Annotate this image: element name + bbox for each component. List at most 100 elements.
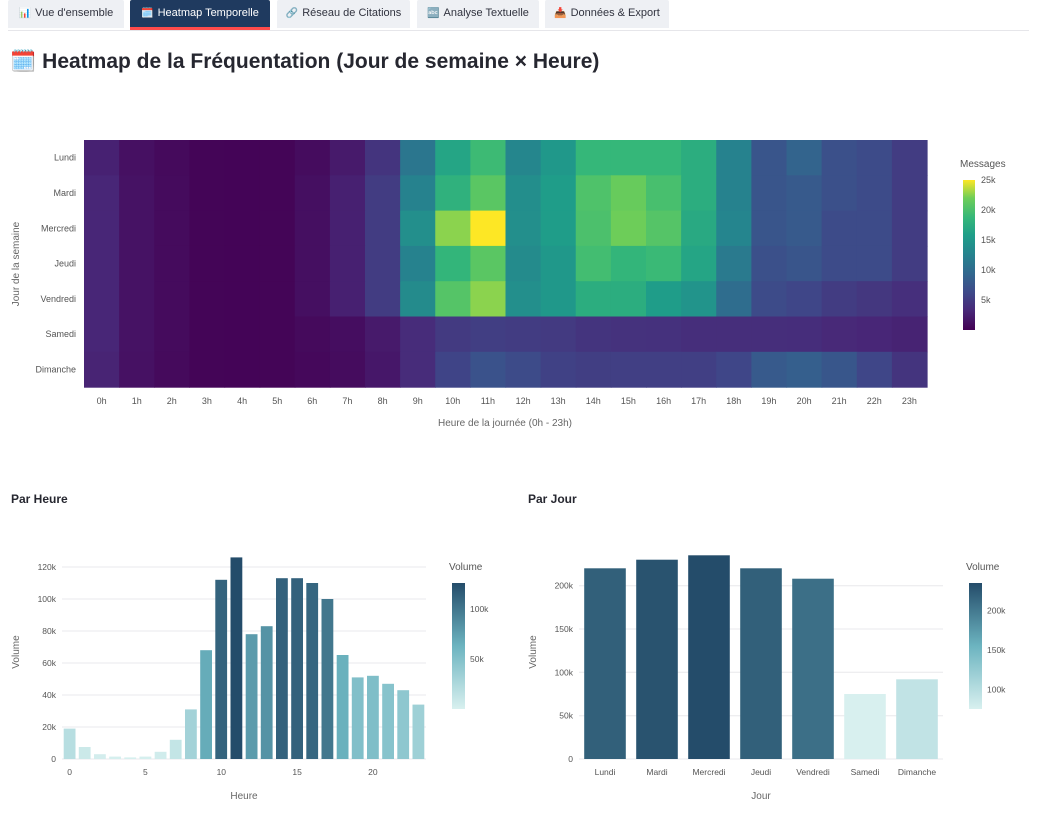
heatmap-cell (154, 210, 190, 247)
heatmap-y-tick-labels: Lundi Mardi Mercredi Jeudi Vendredi Samedi Dim… (35, 153, 76, 375)
y-tick-label: 200k (555, 581, 574, 591)
heatmap-cell (610, 140, 647, 176)
tab-donnees-export[interactable]: 📥 Données & Export (545, 0, 669, 28)
heatmap-cell (365, 316, 401, 353)
heatmap-y-tick-label: Mardi (53, 188, 76, 198)
heatmap-cell (540, 316, 577, 353)
bar (245, 634, 258, 759)
heatmap-cell (646, 245, 682, 282)
heatmap-colorbar-title: Messages (960, 159, 1006, 170)
heatmap-cell (435, 210, 471, 247)
heatmap-cell (681, 281, 717, 318)
heatmap-colorbar-ticks: 5k 10k 15k 20k 25k (981, 175, 996, 305)
x-tick-label: 20 (368, 767, 378, 777)
heatmap-x-tick-label: 21h (832, 396, 847, 406)
heatmap-cell (575, 316, 612, 353)
heatmap-cell (154, 281, 190, 318)
heatmap-cells (84, 140, 928, 388)
day-chart-x-tick-labels: Lundi Mardi Mercredi Jeudi Vendredi Samedi Dim… (595, 767, 937, 777)
heatmap-cell (329, 175, 366, 212)
heatmap-x-tick-label: 19h (761, 396, 776, 406)
heatmap-cell (259, 281, 296, 318)
heatmap-cell (154, 316, 190, 353)
tab-label: Heatmap Temporelle (157, 7, 259, 19)
heatmap-cell (786, 210, 823, 247)
heatmap-chart[interactable]: Lundi Mardi Mercredi Jeudi Vendredi Samedi Dim… (0, 130, 1053, 440)
tab-vue-ensemble[interactable]: 📊 Vue d'ensemble (8, 0, 124, 28)
bar (306, 583, 319, 759)
heatmap-cell (821, 245, 858, 282)
heatmap-cell (84, 175, 120, 212)
heatmap-cell (435, 175, 471, 212)
heatmap-cell (189, 245, 226, 282)
y-tick-label: 40k (42, 690, 56, 700)
x-tick-label: 10 (217, 767, 227, 777)
heatmap-x-tick-label: 8h (378, 396, 388, 406)
heatmap-colorbar-tick-label: 25k (981, 175, 996, 185)
bar (230, 557, 243, 759)
heatmap-cell (329, 351, 366, 388)
heatmap-cell (189, 140, 226, 176)
heatmap-cell (646, 281, 682, 318)
heatmap-y-tick-label: Samedi (45, 329, 76, 339)
heatmap-cell (259, 316, 296, 353)
bar (321, 599, 334, 759)
bar (636, 559, 678, 759)
heatmap-cell (505, 175, 542, 212)
tab-analyse-textuelle[interactable]: 🔤 Analyse Textuelle (417, 0, 539, 28)
heatmap-cell (365, 351, 401, 388)
heatmap-colorbar-tick-label: 10k (981, 265, 996, 275)
heatmap-cell (154, 175, 190, 212)
hour-chart-colorbar (452, 583, 465, 709)
heatmap-cell (681, 245, 717, 282)
heatmap-cell (505, 245, 542, 282)
y-tick-label: 100k (38, 594, 57, 604)
heatmap-cell (329, 245, 366, 282)
heatmap-cell (891, 351, 928, 388)
heatmap-cell (891, 175, 928, 212)
heatmap-cell (716, 316, 752, 353)
y-tick-label: 20k (42, 722, 56, 732)
tab-heatmap-temporelle[interactable]: 🗓️ Heatmap Temporelle (130, 0, 270, 30)
heatmap-cell (294, 281, 331, 318)
x-tick-label: Samedi (851, 767, 880, 777)
heatmap-cell (224, 281, 261, 318)
heatmap-cell (681, 316, 717, 353)
heatmap-cell (681, 175, 717, 212)
heatmap-cell (259, 351, 296, 388)
heatmap-cell (786, 351, 823, 388)
day-bar-chart[interactable]: 0 50k 100k 150k 200k Lundi Mardi Mercredi Jeudi… (517, 540, 1047, 820)
page-title: 🗓️ Heatmap de la Fréquentation (Jour de s… (10, 50, 599, 74)
bar-chart-icon: 📊 (18, 8, 32, 19)
heatmap-cell (891, 140, 928, 176)
colorbar-tick-label: 150k (987, 645, 1006, 655)
heatmap-cell (294, 140, 331, 176)
heatmap-x-tick-label: 10h (445, 396, 460, 406)
heatmap-cell (189, 316, 226, 353)
bar (139, 756, 152, 759)
heatmap-cell (470, 140, 507, 176)
heatmap-cell (189, 351, 226, 388)
day-chart-colorbar (969, 583, 982, 709)
tab-reseau-citations[interactable]: 🔗 Réseau de Citations (277, 0, 410, 28)
heatmap-cell (224, 351, 261, 388)
hour-chart-x-tick-labels: 0 5 10 15 20 (67, 767, 378, 777)
hour-chart-gridlines (62, 566, 426, 760)
heatmap-cell (786, 281, 823, 318)
abc-icon: 🔤 (427, 8, 440, 19)
heatmap-cell (610, 210, 647, 247)
heatmap-cell (259, 175, 296, 212)
bar (336, 655, 349, 759)
heatmap-cell (681, 210, 717, 247)
heatmap-cell (119, 281, 155, 318)
heatmap-cell (786, 175, 823, 212)
x-tick-label: 0 (67, 767, 72, 777)
heatmap-cell (856, 140, 893, 176)
heatmap-cell (224, 316, 261, 353)
hour-bar-chart[interactable]: 0 20k 40k 60k 80k 100k 120k 0 5 10 15 20 Volume He… (0, 540, 520, 820)
bar (792, 578, 834, 759)
day-chart-y-axis-label: Volume (528, 635, 539, 669)
section-title-par-heure: Par Heure (11, 492, 68, 506)
day-chart-x-axis-label: Jour (751, 791, 771, 802)
heatmap-x-tick-label: 14h (586, 396, 601, 406)
